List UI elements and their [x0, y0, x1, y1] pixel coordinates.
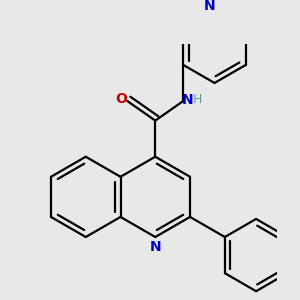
Text: N: N — [182, 93, 193, 107]
Text: N: N — [203, 0, 215, 14]
Text: O: O — [115, 92, 127, 106]
Text: H: H — [193, 94, 202, 106]
Text: N: N — [149, 239, 161, 254]
